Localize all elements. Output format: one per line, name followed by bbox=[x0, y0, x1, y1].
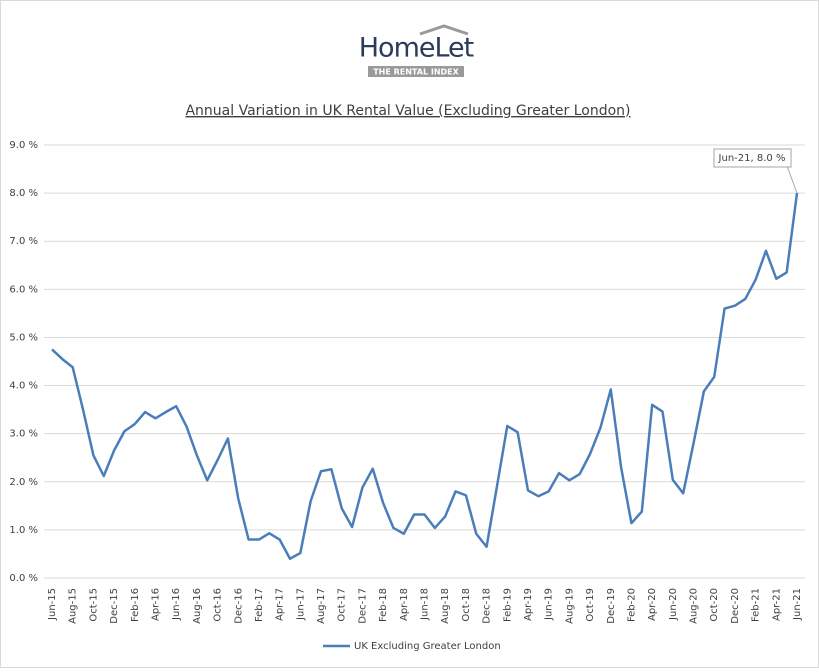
x-tick-label: Feb-18 bbox=[378, 588, 389, 622]
logo-tagline: THE RENTAL INDEX bbox=[373, 68, 459, 77]
x-tick-label: Aug-20 bbox=[689, 588, 700, 624]
y-tick-label: 9.0 % bbox=[9, 140, 38, 151]
x-tick-label: Aug-19 bbox=[564, 588, 575, 624]
y-tick-label: 6.0 % bbox=[9, 284, 38, 295]
x-tick-label: Feb-21 bbox=[751, 588, 762, 622]
x-tick-label: Oct-15 bbox=[88, 588, 99, 622]
x-tick-label: Apr-20 bbox=[647, 588, 658, 621]
logo-roof bbox=[419, 24, 469, 36]
x-tick-label: Jun-16 bbox=[171, 588, 182, 621]
x-tick-label: Oct-16 bbox=[213, 588, 224, 622]
x-tick-label: Dec-15 bbox=[109, 588, 120, 624]
logo-brand: HomeLet bbox=[359, 33, 474, 64]
x-tick-label: Jun-19 bbox=[544, 588, 555, 621]
x-tick-label: Apr-19 bbox=[523, 588, 534, 621]
y-tick-label: 1.0 % bbox=[9, 525, 38, 536]
x-tick-label: Aug-18 bbox=[440, 588, 451, 624]
x-tick-label: Dec-16 bbox=[233, 588, 244, 624]
x-tick-label: Dec-20 bbox=[730, 588, 741, 624]
x-tick-label: Jun-20 bbox=[668, 588, 679, 621]
x-tick-label: Feb-17 bbox=[254, 588, 265, 622]
x-tick-label: Oct-19 bbox=[585, 588, 596, 622]
x-tick-label: Oct-18 bbox=[461, 588, 472, 622]
x-tick-label: Feb-19 bbox=[502, 588, 513, 622]
logo: HomeLet THE RENTAL INDEX bbox=[359, 24, 475, 77]
x-tick-label: Dec-18 bbox=[482, 588, 493, 624]
x-tick-label: Dec-19 bbox=[606, 588, 617, 624]
annotation: Jun-21, 8.0 % bbox=[718, 153, 786, 164]
annotation-box bbox=[713, 148, 792, 168]
x-tick-label: Apr-17 bbox=[275, 588, 286, 621]
y-tick-label: 3.0 % bbox=[9, 429, 38, 440]
x-tick-label: Jun-15 bbox=[47, 588, 58, 621]
y-tick-label: 2.0 % bbox=[9, 477, 38, 488]
logo-band bbox=[368, 66, 464, 77]
annotation-leader bbox=[786, 165, 798, 194]
x-tick-label: Oct-17 bbox=[337, 588, 348, 622]
x-tick-label: Oct-20 bbox=[709, 588, 720, 622]
y-tick-label: 8.0 % bbox=[9, 188, 38, 199]
x-tick-label: Jun-21 bbox=[792, 588, 803, 621]
chart-title: Annual Variation in UK Rental Value (Exc… bbox=[185, 103, 630, 119]
x-tick-label: Apr-16 bbox=[150, 588, 161, 621]
x-tick-label: Aug-16 bbox=[192, 588, 203, 624]
data-line bbox=[51, 192, 799, 561]
legend-label: UK Excluding Greater London bbox=[354, 641, 501, 652]
x-tick-label: Feb-16 bbox=[130, 588, 141, 622]
y-tick-label: 4.0 % bbox=[9, 381, 38, 392]
x-tick-label: Jun-18 bbox=[420, 588, 431, 621]
x-tick-label: Jun-17 bbox=[295, 588, 306, 621]
x-tick-label: Apr-18 bbox=[399, 588, 410, 621]
x-tick-label: Aug-15 bbox=[68, 588, 79, 624]
x-tick-label: Apr-21 bbox=[771, 588, 782, 621]
y-tick-label: 0.0 % bbox=[9, 573, 38, 584]
x-tick-label: Feb-20 bbox=[626, 588, 637, 622]
x-tick-label: Dec-17 bbox=[357, 588, 368, 624]
y-tick-label: 5.0 % bbox=[9, 332, 38, 343]
y-tick-label: 7.0 % bbox=[9, 236, 38, 247]
x-tick-label: Aug-17 bbox=[316, 588, 327, 624]
